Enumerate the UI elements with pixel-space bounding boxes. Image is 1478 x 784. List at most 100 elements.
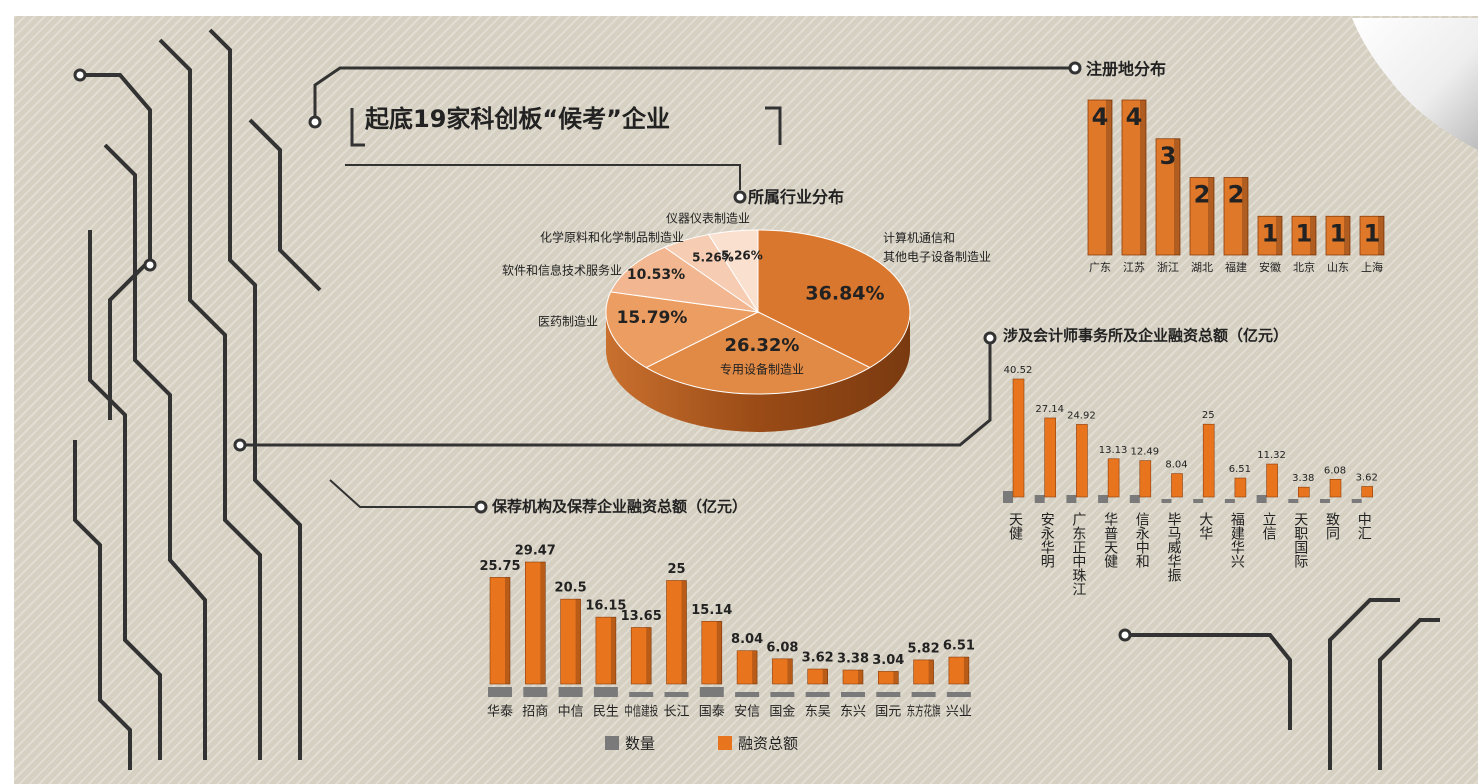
count-bar [1256, 495, 1267, 503]
bar-shade [1106, 100, 1112, 255]
count-bar [1034, 495, 1045, 503]
bar-shade [787, 658, 793, 684]
value-label: 6.51 [1229, 464, 1251, 475]
value-label: 20.5 [555, 581, 587, 596]
x-tick-label: 安永华明 [1039, 512, 1055, 569]
bar [1298, 486, 1310, 498]
value-label: 2 [1228, 181, 1245, 209]
value-label: 24.92 [1067, 410, 1096, 421]
value-label: 1 [1364, 219, 1381, 247]
count-bar [876, 692, 901, 697]
bar [1107, 458, 1120, 498]
bar [630, 627, 652, 685]
bar [1361, 486, 1373, 498]
connector-dots [73, 61, 1132, 642]
value-label: 15.14 [691, 603, 732, 618]
bar-shade [752, 650, 758, 684]
bar [736, 650, 758, 685]
value-label: 25 [667, 562, 685, 577]
bar [1139, 460, 1152, 498]
value-label: 25 [1202, 410, 1215, 421]
chart-title: 涉及会计师事务所及企业融资总额（亿元） [1003, 327, 1288, 345]
bar-shade [540, 562, 546, 684]
x-tick-label: 天健 [1007, 512, 1023, 541]
x-tick-label: 福建华兴 [1229, 512, 1245, 568]
page-curl [1352, 18, 1478, 150]
bar [560, 598, 581, 685]
bar [1266, 463, 1278, 498]
value-label: 5.26% [692, 251, 734, 265]
count-bar [1320, 499, 1330, 503]
bar-shade [1310, 216, 1316, 255]
pie-slice [645, 311, 871, 395]
x-tick-label: 山东 [1327, 261, 1349, 274]
x-tick-label: 民生 [593, 705, 619, 720]
bar [1359, 215, 1385, 256]
bar-shade [646, 627, 652, 684]
value-label: 27.14 [1035, 404, 1064, 415]
x-tick-label: 广东 [1089, 261, 1111, 274]
bar [1257, 215, 1283, 256]
count-bar [1066, 495, 1077, 503]
bar-shade [893, 671, 899, 684]
bar-shade [575, 599, 581, 684]
count-bar [1224, 499, 1235, 503]
x-tick-label: 天职国际 [1292, 512, 1308, 569]
x-tick-label: 安徽 [1259, 260, 1281, 274]
count-bar [946, 692, 971, 697]
x-tick-label: 国元 [875, 705, 901, 720]
x-tick-label: 立信 [1261, 512, 1277, 540]
x-tick-label: 上海 [1361, 260, 1383, 274]
x-tick-label: 东方花旗 [907, 704, 941, 720]
title-bracket [350, 108, 365, 147]
value-label: 5.26% [721, 249, 763, 263]
x-tick-label: 福建 [1225, 260, 1247, 274]
circuit-decoration [73, 28, 1440, 770]
legend-label: 融资总额 [738, 735, 798, 753]
bar [1171, 473, 1183, 498]
count-bar [699, 687, 724, 697]
value-label: 3.62 [1356, 472, 1378, 483]
page-title: 起底19家科创板“候考”企业 [364, 105, 670, 133]
legend-label: 数量 [625, 735, 655, 753]
x-tick-label: 华泰 [487, 705, 513, 720]
count-bar [911, 692, 936, 697]
bar [1189, 177, 1215, 256]
x-tick-label: 东吴 [805, 705, 831, 720]
value-label: 8.04 [731, 632, 763, 647]
value-label: 40.52 [1004, 365, 1033, 376]
bar [842, 669, 864, 685]
pie-side [606, 312, 910, 432]
count-bar [1003, 491, 1013, 503]
category-label: 医药制造业 [538, 315, 598, 329]
count-bar [523, 687, 548, 697]
bar-shade [681, 580, 687, 684]
x-tick-label: 安信 [734, 705, 760, 720]
bar [948, 656, 970, 685]
count-bar [1161, 499, 1172, 503]
value-label: 26.32% [725, 335, 800, 356]
legend-swatch [605, 736, 619, 750]
bar [701, 621, 723, 685]
pie-slice [609, 246, 759, 313]
value-label: 3.38 [837, 652, 869, 667]
value-label: 6.51 [943, 639, 975, 654]
x-tick-label: 湖北 [1191, 261, 1213, 274]
category-label: 计算机通信和 其他电子设备制造业 [883, 231, 992, 264]
count-bar [488, 687, 512, 697]
bar [1291, 215, 1317, 256]
bar [877, 671, 899, 685]
bar [1087, 99, 1113, 256]
bar [489, 577, 511, 685]
bar [1044, 417, 1056, 498]
value-label: 1 [1296, 219, 1313, 247]
value-label: 3.38 [1292, 473, 1314, 484]
value-label: 3.04 [872, 653, 904, 668]
x-tick-label: 中信建投 [624, 704, 658, 720]
bar [913, 659, 934, 685]
legend-swatch [718, 736, 732, 750]
x-tick-label: 中信 [558, 705, 584, 720]
value-label: 8.04 [1165, 460, 1187, 471]
